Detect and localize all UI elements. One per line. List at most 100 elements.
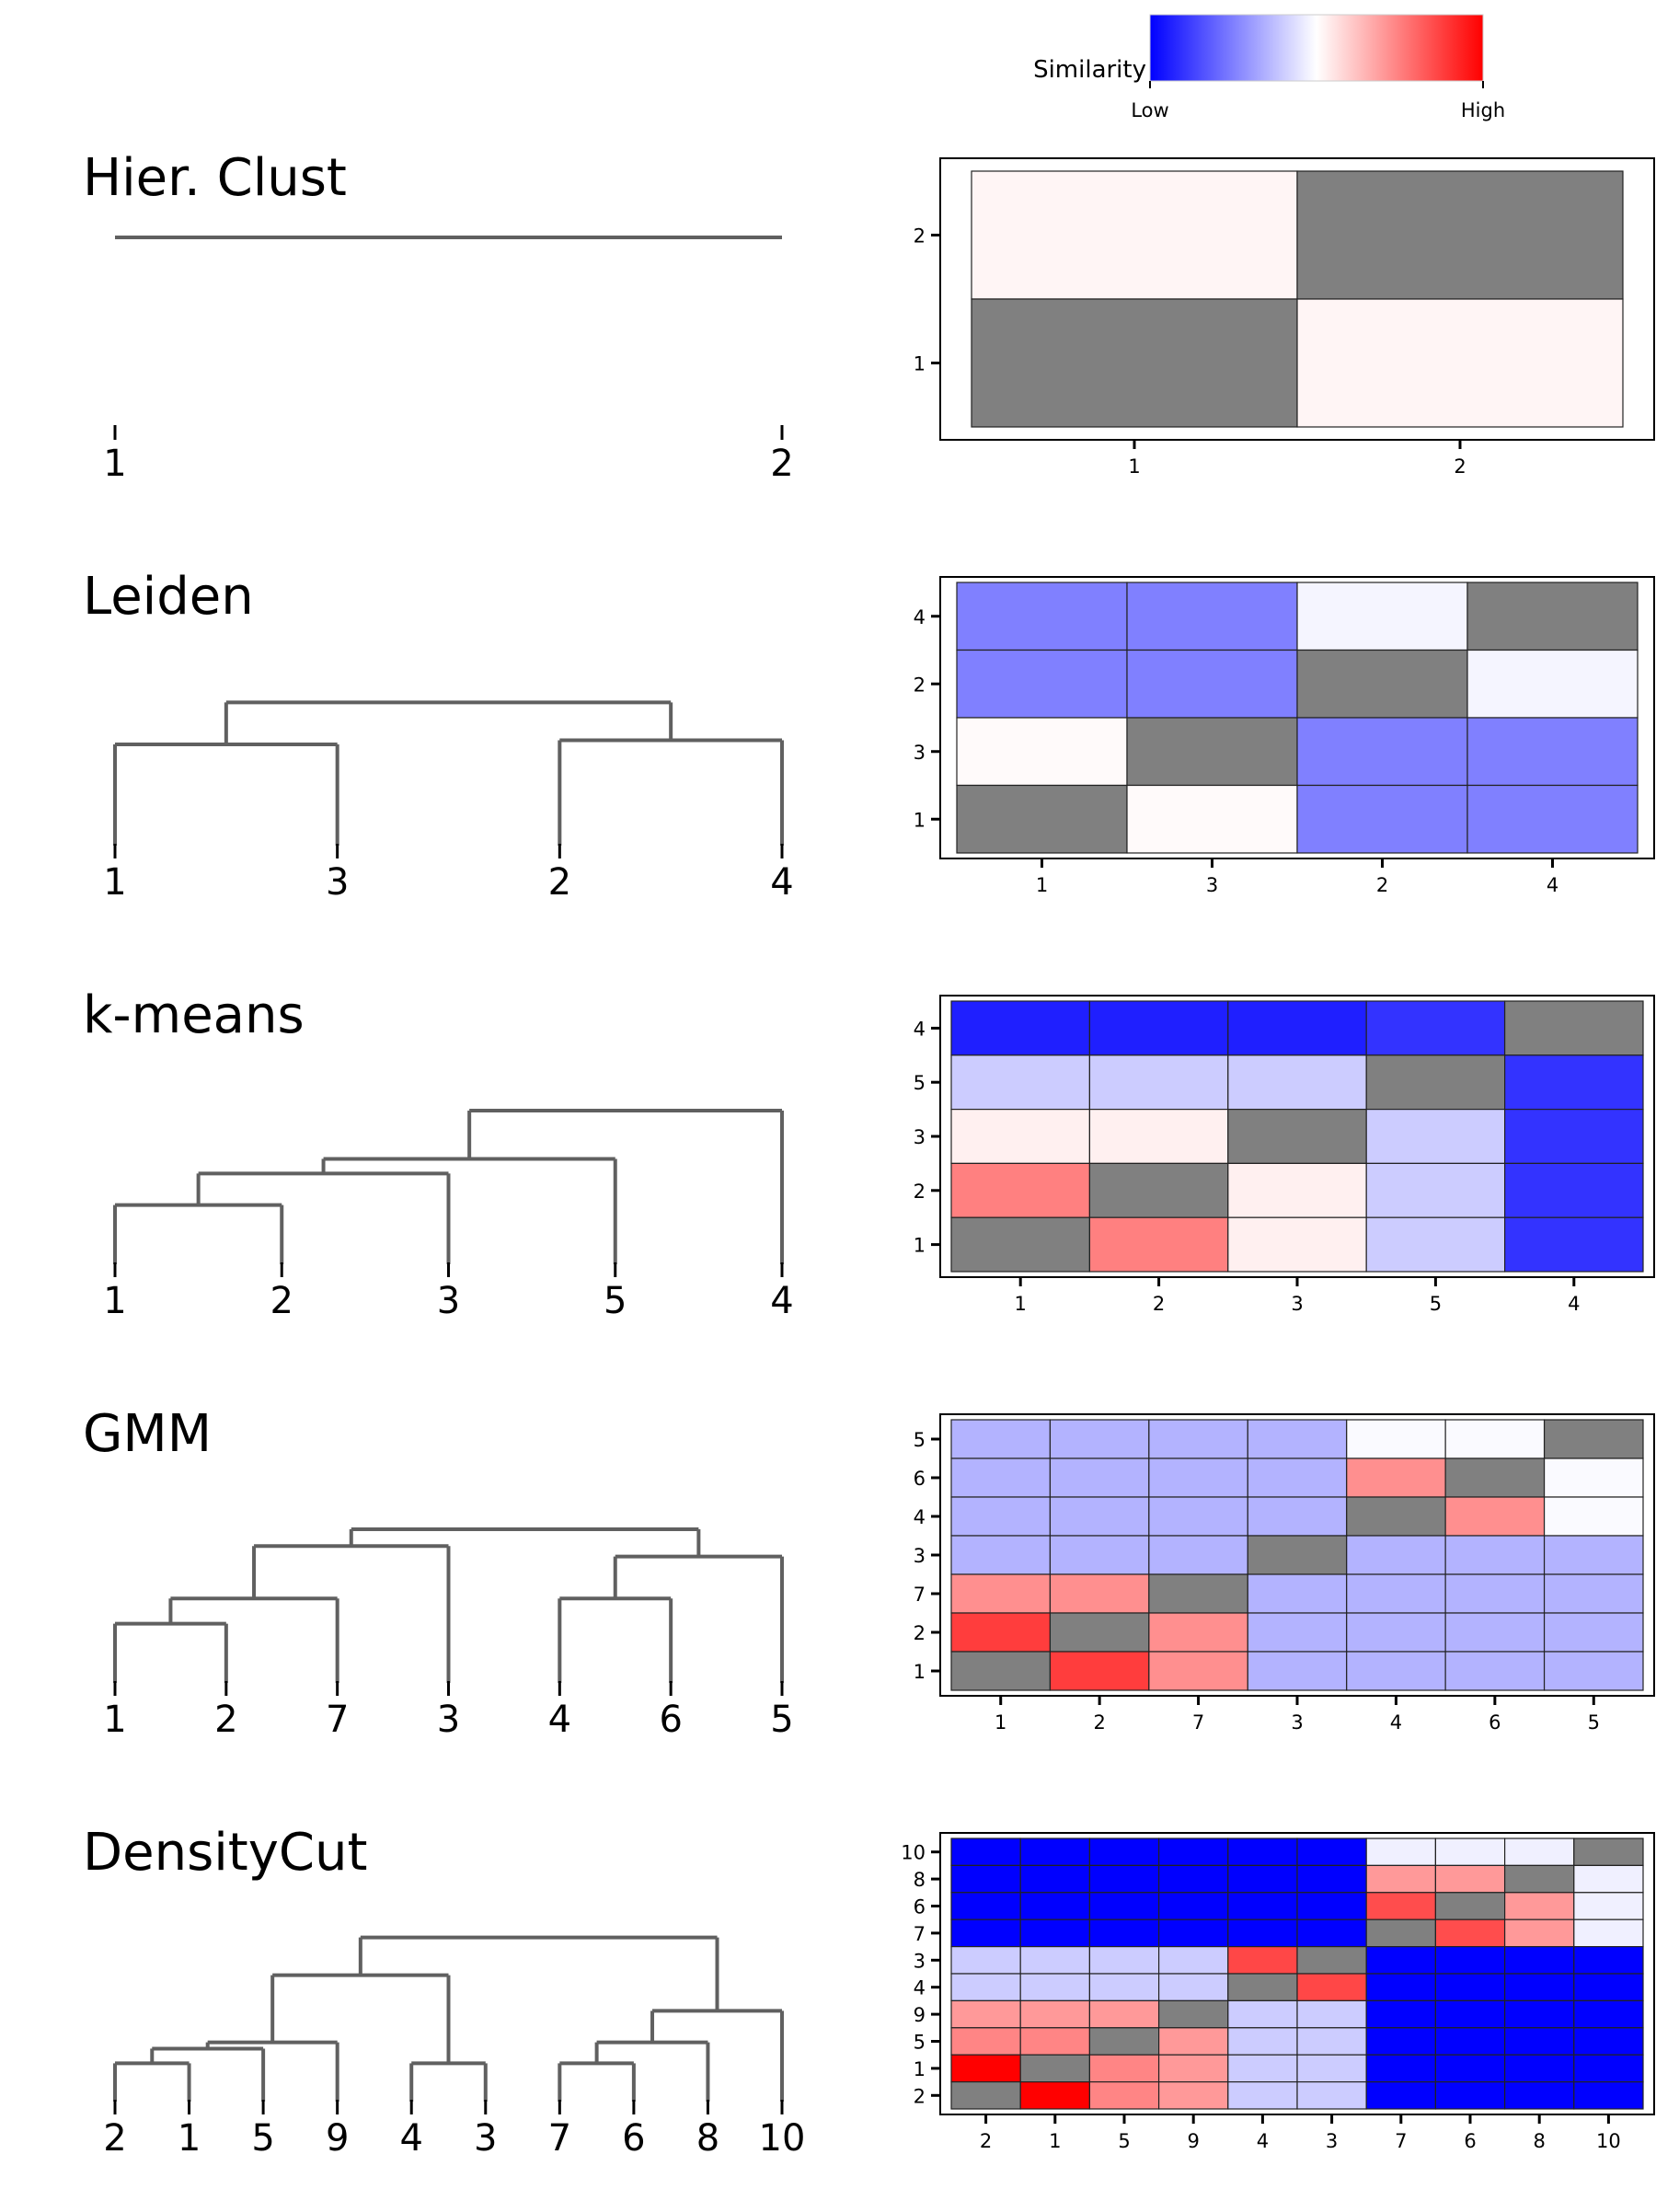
heatmap-cell [1088, 1946, 1160, 1975]
heatmap-cell [1157, 1864, 1229, 1894]
col-label: 1 [1128, 455, 1140, 478]
heatmap-cell [950, 1838, 1021, 1866]
heatmap-cell [1434, 1973, 1506, 2001]
heatmap-cell [1157, 1973, 1229, 2001]
leaf-label: 7 [326, 1699, 349, 1741]
heatmap-cell [1444, 1612, 1546, 1653]
heatmap-cell [1296, 582, 1468, 651]
leaf-label: 1 [178, 2117, 201, 2160]
leaf-label: 3 [474, 2117, 497, 2160]
heatmap-cell [1019, 1999, 1090, 2029]
heatmap-cell [1019, 1892, 1090, 1920]
heatmap-cell [1573, 2081, 1644, 2110]
col-label: 6 [1489, 1711, 1501, 1734]
panel-title: GMM [83, 1404, 212, 1464]
heatmap-cell [1365, 1216, 1506, 1273]
heatmap-cell [1088, 1892, 1160, 1920]
panel-3: k-means 1 2 3 5 4 4 5 3 2 1 1 2 3 5 4 [83, 985, 1655, 1322]
col-label: 3 [1206, 874, 1218, 896]
heatmap-cell [1296, 1946, 1367, 1975]
heatmap-cell [1434, 1946, 1506, 1975]
heatmap-cell [1088, 2054, 1160, 2083]
heatmap-cell [1503, 1216, 1644, 1273]
leaf-label: 6 [659, 1699, 682, 1741]
leaf-label: 3 [326, 861, 349, 904]
heatmap-cell [1157, 2027, 1229, 2056]
heatmap-cell [1148, 1651, 1248, 1691]
heatmap-cell [971, 170, 1298, 300]
heatmap-cell [950, 1457, 1052, 1498]
heatmap-cell [950, 1573, 1052, 1614]
heatmap-cell [1088, 1000, 1229, 1056]
heatmap-cell [950, 1054, 1090, 1111]
heatmap-cell [1049, 1573, 1150, 1614]
heatmap-cell [1157, 2054, 1229, 2083]
heatmap-cell [1019, 2054, 1090, 2083]
heatmap-cell [1503, 1162, 1644, 1218]
heatmap-cell [1227, 1864, 1298, 1894]
heatmap-cell [1434, 2027, 1506, 2056]
heatmap-cell [950, 1000, 1090, 1056]
heatmap-frame [939, 1832, 1655, 2115]
heatmap-cell [1088, 1918, 1160, 1948]
leaf-label: 10 [759, 2117, 806, 2160]
row-label: 2 [914, 1622, 926, 1644]
heatmap-cell [1444, 1496, 1546, 1537]
heatmap-cell [956, 649, 1128, 719]
heatmap-cell [1296, 2081, 1367, 2110]
heatmap-cell [1227, 1918, 1298, 1948]
heatmap-cell [1444, 1651, 1546, 1691]
heatmap-cell [1088, 1838, 1160, 1866]
col-label: 2 [1153, 1293, 1165, 1315]
heatmap-cell [1503, 1918, 1575, 1948]
leaf-label: 3 [437, 1699, 460, 1741]
heatmap-cell [1126, 649, 1298, 719]
heatmap-cell [1365, 1892, 1436, 1920]
heatmap-cell [1503, 1054, 1644, 1111]
heatmap-cell [1365, 1054, 1506, 1111]
col-label: 2 [1454, 455, 1466, 478]
heatmap-cell [950, 1216, 1090, 1273]
heatmap-cell [1434, 2081, 1506, 2110]
col-label: 2 [1376, 874, 1388, 896]
heatmap-cell [1227, 2054, 1298, 2083]
heatmap-cell [1503, 2081, 1575, 2110]
heatmap-cell [1346, 1419, 1446, 1459]
heatmap-cell [950, 1612, 1052, 1653]
heatmap-cell [1296, 784, 1468, 854]
heatmap-cell [1126, 784, 1298, 854]
col-label: 1 [1049, 2130, 1061, 2152]
heatmap-cell [1466, 784, 1639, 854]
heatmap-cell [1503, 1999, 1575, 2029]
col-label: 9 [1188, 2130, 1200, 2152]
heatmap-cell [1365, 2081, 1436, 2110]
heatmap-cell [956, 717, 1128, 787]
row-label: 3 [914, 1126, 926, 1148]
heatmap-cell [1573, 2054, 1644, 2083]
col-label: 4 [1390, 1711, 1402, 1734]
heatmap-cell [1543, 1419, 1644, 1459]
heatmap-cell [1444, 1535, 1546, 1575]
heatmap-cell [950, 1892, 1021, 1920]
row-label: 5 [914, 1429, 926, 1451]
heatmap-cell [1296, 2054, 1367, 2083]
heatmap-cell [1434, 1892, 1506, 1920]
heatmap-cell [1365, 1999, 1436, 2029]
panel-1: Hier. Clust 1 2 2 1 1 2 [83, 148, 1655, 485]
heatmap-cell [1346, 1651, 1446, 1691]
leaf-label: 7 [548, 2117, 571, 2160]
row-label: 1 [914, 1235, 926, 1257]
heatmap-cell [1247, 1535, 1348, 1575]
leaf-label: 6 [622, 2117, 645, 2160]
heatmap-cell [1049, 1457, 1150, 1498]
heatmap-cell [950, 1999, 1021, 2029]
heatmap-cell [950, 2027, 1021, 2056]
heatmap-cell [950, 1419, 1052, 1459]
heatmap-cell [950, 1108, 1090, 1164]
heatmap-cell [1088, 1864, 1160, 1894]
heatmap-cell [1049, 1651, 1150, 1691]
heatmap-cell [1148, 1612, 1248, 1653]
heatmap-cell [1296, 1918, 1367, 1948]
panel-title: Leiden [83, 567, 254, 627]
